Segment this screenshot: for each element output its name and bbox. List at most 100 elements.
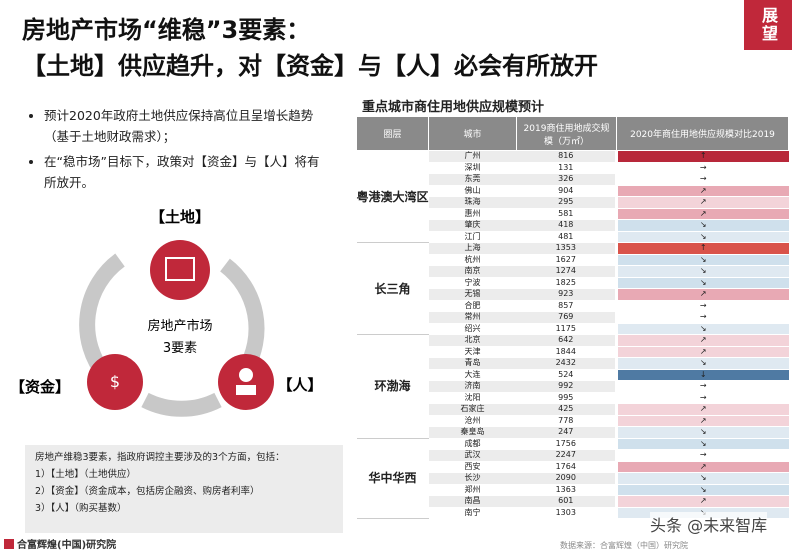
trend-cell: ↗: [615, 208, 789, 220]
value-cell: 778: [516, 415, 617, 427]
land-label: 【土地】: [150, 208, 210, 226]
city-cell: 无锡: [428, 288, 517, 301]
value-cell: 816: [516, 150, 617, 163]
table-row: 沈阳 995 →: [357, 392, 789, 404]
group-cell: 粤港澳大湾区: [356, 150, 429, 243]
value-cell: 1363: [516, 484, 617, 496]
note-box: 房地产维稳3要素，指政府调控主要涉及的3个方面，包括： 1）【土地】（土地供应）…: [25, 445, 343, 533]
city-cell: 石家庄: [428, 403, 517, 416]
table-row: 石家庄 425 ↗: [357, 403, 789, 416]
trend-cell: ↑: [615, 150, 789, 163]
value-cell: 1303: [516, 507, 617, 519]
value-cell: 1844: [516, 346, 617, 358]
trend-cell: →: [615, 162, 789, 174]
table-row: 深圳 131 →: [357, 162, 789, 174]
city-cell: 惠州: [428, 208, 517, 220]
trend-cell: ↘: [615, 426, 789, 439]
city-cell: 合肥: [428, 300, 517, 312]
cycle-arrow: [219, 258, 265, 375]
capital-icon: [87, 354, 143, 410]
city-cell: 绍兴: [428, 323, 517, 335]
trend-cell: →: [615, 311, 789, 324]
city-cell: 长沙: [428, 472, 517, 485]
trend-cell: ↘: [615, 484, 789, 496]
header-cell: 2019商住用地成交规模（万㎡）: [516, 116, 617, 151]
city-cell: 南京: [428, 265, 517, 278]
value-cell: 418: [516, 219, 617, 232]
table-row: 绍兴 1175 ↘: [357, 323, 789, 335]
table-row: 天津 1844 ↗: [357, 346, 789, 358]
value-cell: 995: [516, 392, 617, 404]
value-cell: 131: [516, 162, 617, 174]
trend-cell: ↘: [615, 472, 789, 485]
table-row: 惠州 581 ↗: [357, 208, 789, 220]
value-cell: 1764: [516, 461, 617, 473]
trend-cell: ↘: [615, 219, 789, 232]
header-row: 圈层 城市 2019商住用地成交规模（万㎡） 2020年商住用地供应规模对比20…: [356, 116, 789, 151]
city-cell: 西安: [428, 461, 517, 473]
table-row: 济南 992 →: [357, 380, 789, 393]
trend-cell: ↗: [615, 196, 789, 209]
city-cell: 江门: [428, 231, 517, 243]
city-cell: 上海: [428, 242, 517, 255]
table-row: 武汉 2247 →: [357, 449, 789, 462]
icon-shape: [236, 385, 256, 395]
value-cell: 1175: [516, 323, 617, 335]
table-row: 江门 481 ↘: [357, 231, 789, 243]
trend-cell: ↗: [615, 346, 789, 358]
trend-cell: ↑: [615, 242, 789, 255]
city-cell: 沧州: [428, 415, 517, 427]
trend-cell: ↗: [615, 415, 789, 427]
center-label: 房地产市场: [147, 318, 212, 334]
people-label: 【人】: [277, 376, 322, 394]
source: 数据来源：合富辉煌（中国）研究院: [560, 541, 688, 550]
trend-cell: →: [615, 380, 789, 393]
city-cell: 广州: [428, 150, 517, 163]
value-cell: 2432: [516, 357, 617, 370]
trend-cell: ↗: [615, 334, 789, 347]
value-cell: 992: [516, 380, 617, 393]
header-cell: 2020年商住用地供应规模对比2019: [616, 116, 789, 151]
group-cell: 环渤海: [356, 334, 429, 439]
city-cell: 东莞: [428, 173, 517, 186]
trend-cell: →: [615, 173, 789, 186]
city-cell: 北京: [428, 334, 517, 347]
note-lead: 房地产维稳3要素，指政府调控主要涉及的3个方面，包括：: [35, 452, 285, 463]
city-cell: 沈阳: [428, 392, 517, 404]
footer: 合富辉煌(中国)研究院: [4, 536, 116, 551]
table-row: 长沙 2090 ↘: [357, 472, 789, 485]
trend-cell: ↗: [615, 403, 789, 416]
city-cell: 珠海: [428, 196, 517, 209]
table-title: 重点城市商住用地供应规模预计: [362, 100, 545, 115]
trend-cell: ↘: [615, 277, 789, 289]
table-row: 常州 769 →: [357, 311, 789, 324]
title: 【土地】供应趋升，对【资金】与【人】必会有所放开: [22, 52, 598, 80]
tag: 展望: [744, 0, 792, 50]
city-cell: 南宁: [428, 507, 517, 519]
bullet: 预计2020年政府土地供应保持高位且呈增长趋势（基于土地财政需求）；: [44, 105, 330, 147]
table-row: 长三角 上海 1353 ↑: [356, 242, 789, 335]
watermark: 头条 @未来智库: [650, 512, 768, 536]
trend-cell: ↘: [615, 231, 789, 243]
value-cell: 2247: [516, 449, 617, 462]
city-cell: 深圳: [428, 162, 517, 174]
group-cell: 华中华西: [356, 438, 429, 519]
center-label: 3要素: [163, 341, 197, 356]
trend-cell: ↗: [615, 288, 789, 301]
city-cell: 成都: [428, 438, 517, 450]
table-row: 肇庆 418 ↘: [357, 219, 789, 232]
city-cell: 秦皇岛: [428, 426, 517, 439]
bullet: 在“稳市场”目标下，政策对【资金】与【人】将有所放开。: [44, 151, 330, 193]
table-row: 沧州 778 ↗: [357, 415, 789, 427]
note-item: 3）【人】（购买基数）: [35, 503, 127, 514]
org: 合富辉煌(中国)研究院: [17, 540, 117, 551]
table-row: 东莞 326 →: [357, 173, 789, 186]
table-row: 宁波 1825 ↘: [357, 277, 789, 289]
capital-label: 【资金】: [10, 378, 70, 396]
value-cell: 425: [516, 403, 617, 416]
city-cell: 济南: [428, 380, 517, 393]
value-cell: 581: [516, 208, 617, 220]
city-cell: 杭州: [428, 254, 517, 266]
city-cell: 常州: [428, 311, 517, 324]
